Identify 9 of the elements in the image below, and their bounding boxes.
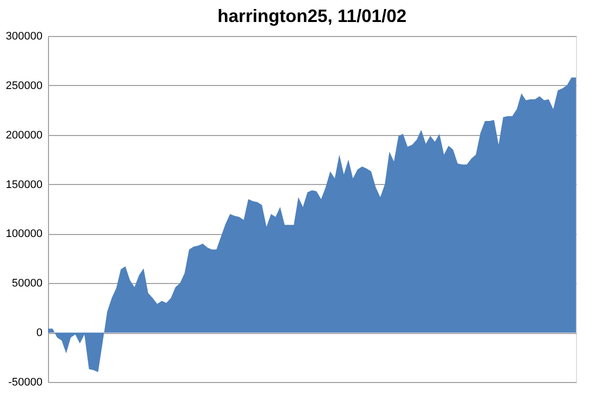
chart-title: harrington25, 11/01/02 — [217, 6, 407, 26]
y-tick-label: -50000 — [8, 376, 42, 388]
y-tick-label: 250000 — [6, 80, 42, 92]
y-tick-label: 100000 — [6, 228, 42, 240]
y-tick-label: 0 — [36, 327, 42, 340]
y-tick-label: 50000 — [12, 278, 42, 290]
y-tick-label: 300000 — [6, 30, 42, 42]
y-tick-label: 200000 — [6, 129, 42, 142]
y-tick-label: 150000 — [6, 178, 42, 191]
